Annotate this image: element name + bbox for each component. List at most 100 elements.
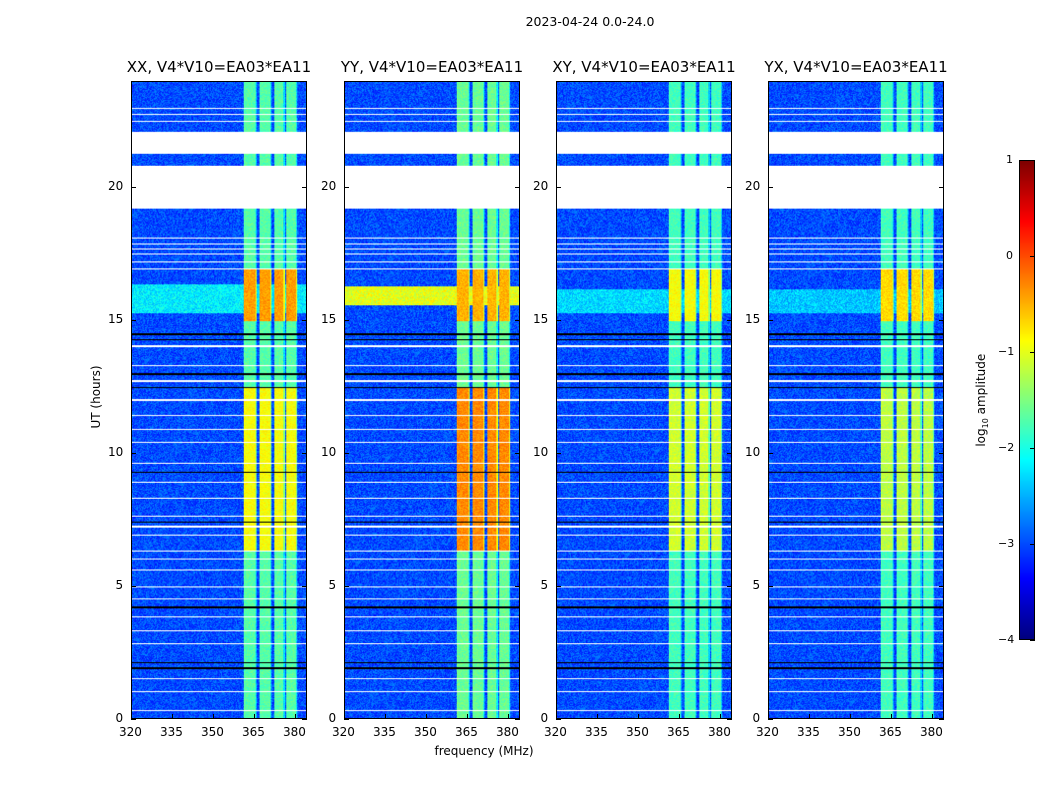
y-tick-mark — [939, 187, 944, 189]
x-tick-mark — [931, 714, 933, 719]
panel-title: YX, V4*V10=EA03*EA11 — [764, 58, 948, 76]
x-tick-mark — [849, 714, 851, 719]
x-tick-mark — [131, 714, 132, 719]
x-tick-mark — [808, 714, 810, 719]
colorbar-tick-label: −3 — [998, 537, 1015, 550]
y-tick-label: 5 — [540, 578, 549, 593]
colorbar-tick-mark — [1030, 448, 1035, 449]
y-tick-label: 10 — [108, 445, 124, 460]
y-tick-mark — [131, 453, 136, 455]
x-tick-mark — [466, 714, 468, 719]
colorbar-tick-label: 0 — [1006, 249, 1013, 262]
y-tick-mark — [768, 719, 773, 720]
y-tick-label: 15 — [533, 312, 549, 327]
x-tick-label: 320 — [119, 725, 142, 739]
x-tick-label: 320 — [544, 725, 567, 739]
y-tick-label: 20 — [533, 179, 549, 194]
y-tick-mark — [727, 320, 732, 322]
y-tick-mark — [344, 719, 349, 720]
x-tick-label: 350 — [625, 725, 649, 739]
y-tick-mark — [131, 719, 136, 720]
colorbar-tick-mark — [1030, 544, 1035, 545]
x-tick-mark — [719, 714, 721, 719]
y-tick-label: 20 — [108, 179, 124, 194]
x-tick-label: 350 — [413, 725, 437, 739]
colorbar-tick-label: 1 — [1006, 153, 1013, 166]
y-tick-label: 15 — [108, 312, 124, 327]
x-tick-mark — [384, 714, 386, 719]
y-tick-mark — [727, 586, 732, 588]
heatmap-panel-xy — [556, 81, 732, 719]
colorbar-tick-label: −2 — [998, 441, 1015, 454]
y-tick-label: 20 — [745, 179, 761, 194]
y-tick-mark — [302, 453, 307, 455]
x-axis-label: frequency (MHz) — [434, 744, 534, 758]
y-tick-mark — [131, 586, 136, 588]
y-tick-mark — [515, 187, 520, 189]
colorbar-tick-mark — [1030, 160, 1035, 161]
heatmap-panel-xx — [131, 81, 307, 719]
x-tick-label: 365 — [666, 725, 690, 739]
x-tick-mark — [171, 714, 173, 719]
y-tick-mark — [727, 453, 732, 455]
y-tick-mark — [939, 719, 944, 720]
x-tick-mark — [212, 714, 214, 719]
y-tick-mark — [939, 320, 944, 322]
panel-title: XY, V4*V10=EA03*EA11 — [552, 58, 736, 76]
y-tick-label: 0 — [540, 711, 549, 725]
x-tick-mark — [344, 714, 345, 719]
y-tick-mark — [515, 719, 520, 720]
y-tick-mark — [515, 586, 520, 588]
y-tick-mark — [302, 320, 307, 322]
y-tick-mark — [344, 453, 349, 455]
y-tick-label: 10 — [533, 445, 549, 460]
panel-title: YY, V4*V10=EA03*EA11 — [340, 58, 524, 76]
y-tick-label: 0 — [328, 711, 337, 725]
heatmap-canvas — [132, 82, 306, 718]
y-tick-mark — [768, 320, 773, 322]
y-tick-mark — [556, 586, 561, 588]
x-tick-label: 380 — [707, 725, 731, 739]
x-tick-mark — [768, 714, 769, 719]
y-tick-label: 10 — [745, 445, 761, 460]
y-tick-mark — [556, 320, 561, 322]
colorbar-label: log10 amplitude — [973, 353, 991, 447]
y-tick-mark — [131, 187, 136, 189]
y-tick-mark — [131, 320, 136, 322]
heatmap-canvas — [557, 82, 731, 718]
x-tick-label: 350 — [200, 725, 224, 739]
y-tick-mark — [939, 586, 944, 588]
x-tick-label: 380 — [919, 725, 943, 739]
y-tick-label: 15 — [321, 312, 337, 327]
x-tick-mark — [596, 714, 598, 719]
y-axis-label: UT (hours) — [89, 365, 103, 429]
x-tick-label: 380 — [495, 725, 519, 739]
y-tick-label: 10 — [321, 445, 337, 460]
y-tick-mark — [768, 453, 773, 455]
x-tick-mark — [637, 714, 639, 719]
colorbar-tick-label: −4 — [998, 633, 1015, 646]
colorbar — [1019, 160, 1035, 640]
y-tick-label: 5 — [328, 578, 337, 593]
y-tick-mark — [556, 719, 561, 720]
x-tick-label: 335 — [372, 725, 396, 739]
y-tick-label: 0 — [752, 711, 761, 725]
x-tick-label: 335 — [584, 725, 608, 739]
x-tick-label: 365 — [241, 725, 265, 739]
y-tick-mark — [556, 187, 561, 189]
figure-title: 2023-04-24 0.0-24.0 — [525, 14, 655, 29]
y-tick-mark — [727, 187, 732, 189]
y-tick-mark — [344, 586, 349, 588]
y-tick-mark — [727, 719, 732, 720]
heatmap-panel-yy — [344, 81, 520, 719]
x-tick-mark — [253, 714, 255, 719]
y-tick-mark — [515, 453, 520, 455]
x-tick-mark — [294, 714, 296, 719]
x-tick-label: 335 — [159, 725, 183, 739]
y-tick-mark — [344, 320, 349, 322]
x-tick-label: 365 — [878, 725, 902, 739]
x-tick-label: 365 — [454, 725, 478, 739]
y-tick-label: 5 — [752, 578, 761, 593]
x-tick-mark — [507, 714, 509, 719]
